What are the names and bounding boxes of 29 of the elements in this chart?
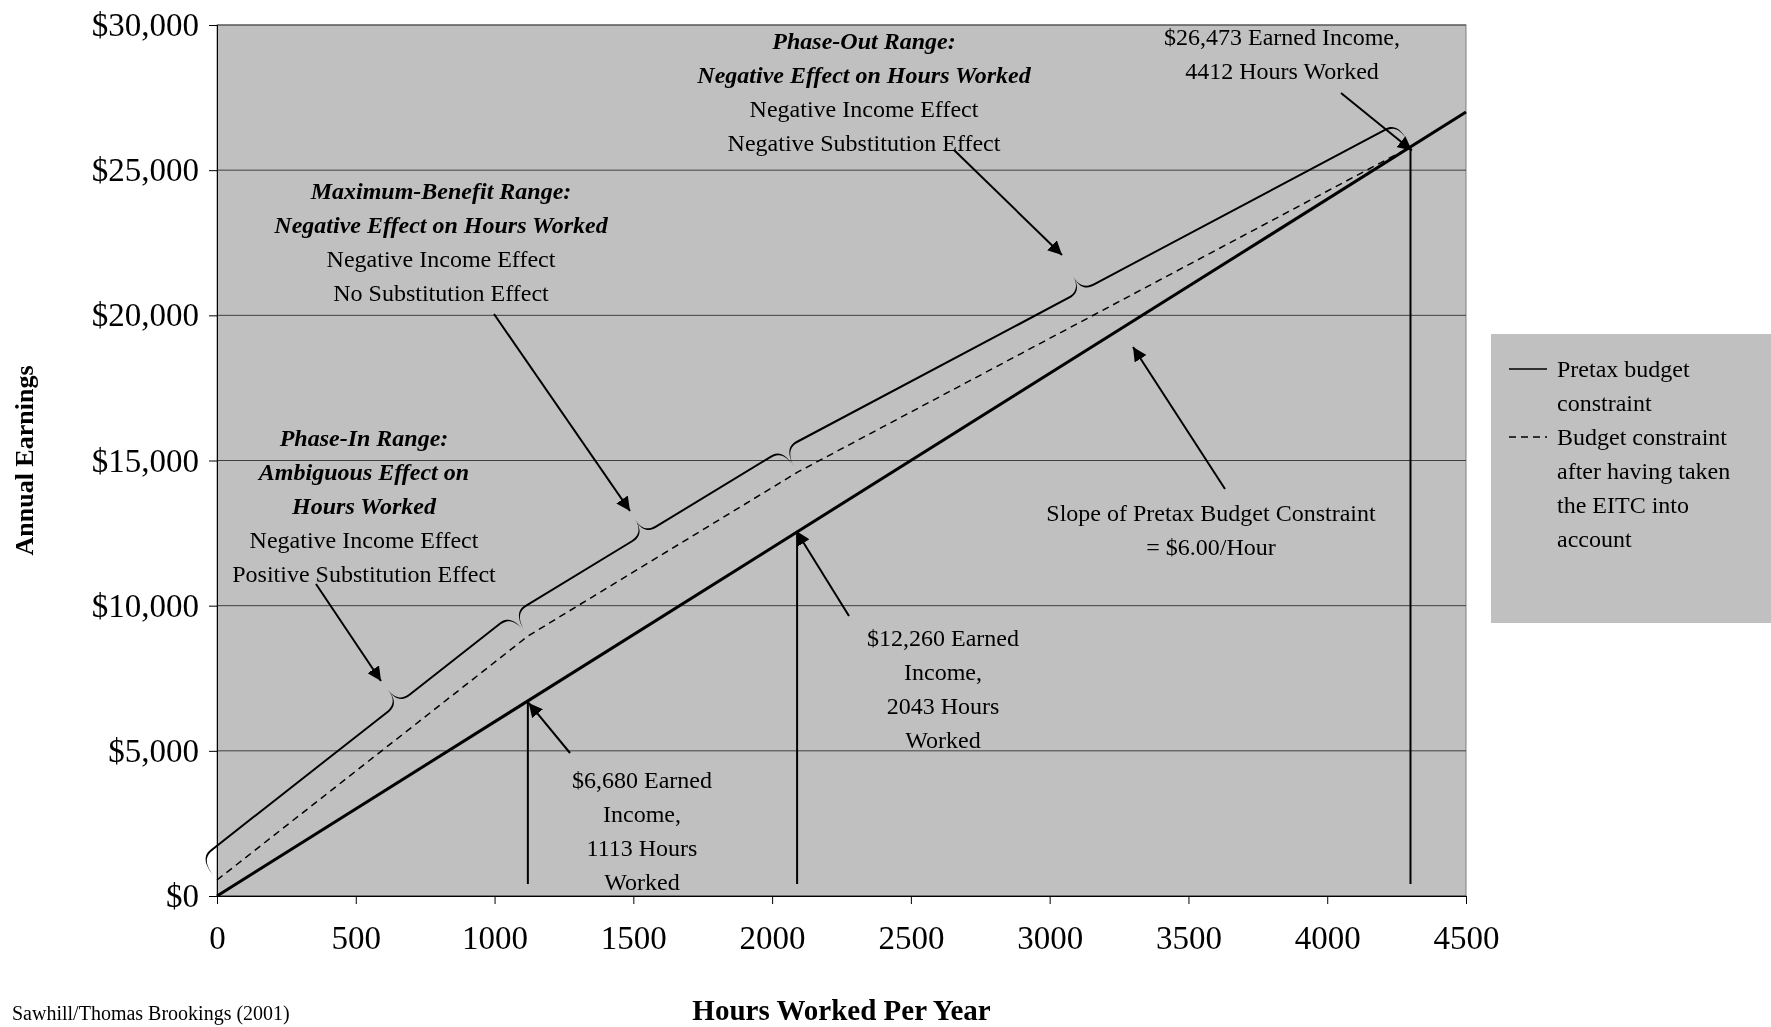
y-tick-label: $0 [166, 878, 199, 915]
x-tick-label: 1000 [462, 920, 529, 957]
x-tick-label: 4500 [1433, 920, 1500, 957]
annotation: Phase-In Range: Ambiguous Effect on Hours Worked Negative Income Effect Positive Substitution Effect [232, 425, 497, 587]
annotation: $6,680 Earned Income, 1113 Hours Worked [572, 767, 712, 895]
y-tick-label: $10,000 [91, 587, 199, 624]
y-tick-label: $25,000 [91, 152, 199, 189]
x-tick-label: 2500 [878, 920, 945, 957]
y-tick-label: $15,000 [91, 442, 199, 479]
legend-label: Pretax budget constraint [1557, 356, 1690, 416]
x-tick-label: 4000 [1294, 920, 1361, 957]
x-tick-label: 1500 [600, 920, 667, 957]
annotation: Maximum-Benefit Range: Negative Effect on Hours Worked Negative Income Effect No Substitution Effect [273, 178, 609, 306]
y-tick-label: $30,000 [91, 7, 199, 44]
x-axis-title: Hours Worked Per Year [692, 994, 991, 1026]
legend-label: Budget constraint after having taken the EITC into account [1557, 424, 1731, 552]
x-tick-label: 0 [209, 920, 226, 957]
y-tick-label: $20,000 [91, 297, 199, 334]
annotation: Phase-Out Range: Negative Effect on Hours Worked Negative Income Effect Negative Substitution Effect [696, 28, 1032, 156]
x-tick-label: 3500 [1155, 920, 1222, 957]
text: Sawhill/Thomas Brookings (2001) [12, 1002, 290, 1025]
annotation: Slope of Pretax Budget Constraint = $6.00/Hour [1046, 500, 1376, 560]
x-tick-label: 3000 [1017, 920, 1084, 957]
annotation: $26,473 Earned Income, 4412 Hours Worked [1164, 24, 1400, 84]
y-axis-title: Annual Earnings [10, 365, 39, 556]
y-tick-label: $5,000 [108, 732, 199, 769]
annotation: $12,260 Earned Income, 2043 Hours Worked [867, 625, 1019, 753]
x-tick-label: 2000 [739, 920, 806, 957]
x-tick-label: 500 [331, 920, 382, 957]
